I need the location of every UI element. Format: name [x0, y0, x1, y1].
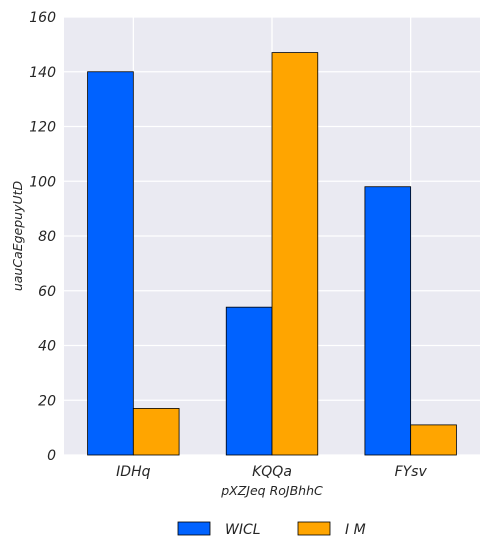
legend-item: I M	[297, 521, 366, 538]
x-tick-label: KQQa	[252, 464, 292, 480]
legend: WICL I M	[177, 521, 366, 538]
y-tick-label: 160	[29, 10, 56, 26]
legend-item: WICL	[177, 521, 261, 538]
bar-series2-FYsv	[410, 424, 457, 456]
y-tick-labels: 0 20 40 60 80 100 120 140 160	[29, 10, 56, 464]
y-tick-label: 80	[38, 229, 56, 245]
x-tick-label: IDHq	[116, 464, 150, 480]
y-tick-label: 60	[38, 284, 56, 300]
x-tick-label: FYsv	[395, 464, 428, 480]
bar-series1-KQQa	[225, 306, 273, 456]
bar-series1-FYsv	[364, 186, 412, 456]
bars	[87, 52, 457, 456]
legend-swatch	[297, 521, 331, 536]
x-axis-label: pXZJeq RoJBhhC	[220, 483, 323, 498]
legend-label: WICL	[225, 522, 261, 538]
y-tick-label: 100	[29, 174, 56, 190]
y-tick-label: 40	[38, 339, 56, 355]
legend-label: I M	[345, 522, 366, 538]
y-tick-label: 0	[47, 448, 56, 464]
legend-swatch	[177, 521, 211, 536]
bar-series2-KQQa	[271, 52, 319, 456]
bar-series2-IDHq	[132, 408, 180, 456]
x-tick-labels: IDHq KQQa FYsv	[116, 464, 427, 480]
y-tick-label: 120	[29, 120, 56, 136]
y-tick-label: 20	[38, 393, 56, 409]
bar-series1-IDHq	[87, 71, 134, 456]
y-axis-label: uauCaEgepuyUtD	[10, 180, 25, 291]
y-tick-label: 140	[29, 65, 56, 81]
